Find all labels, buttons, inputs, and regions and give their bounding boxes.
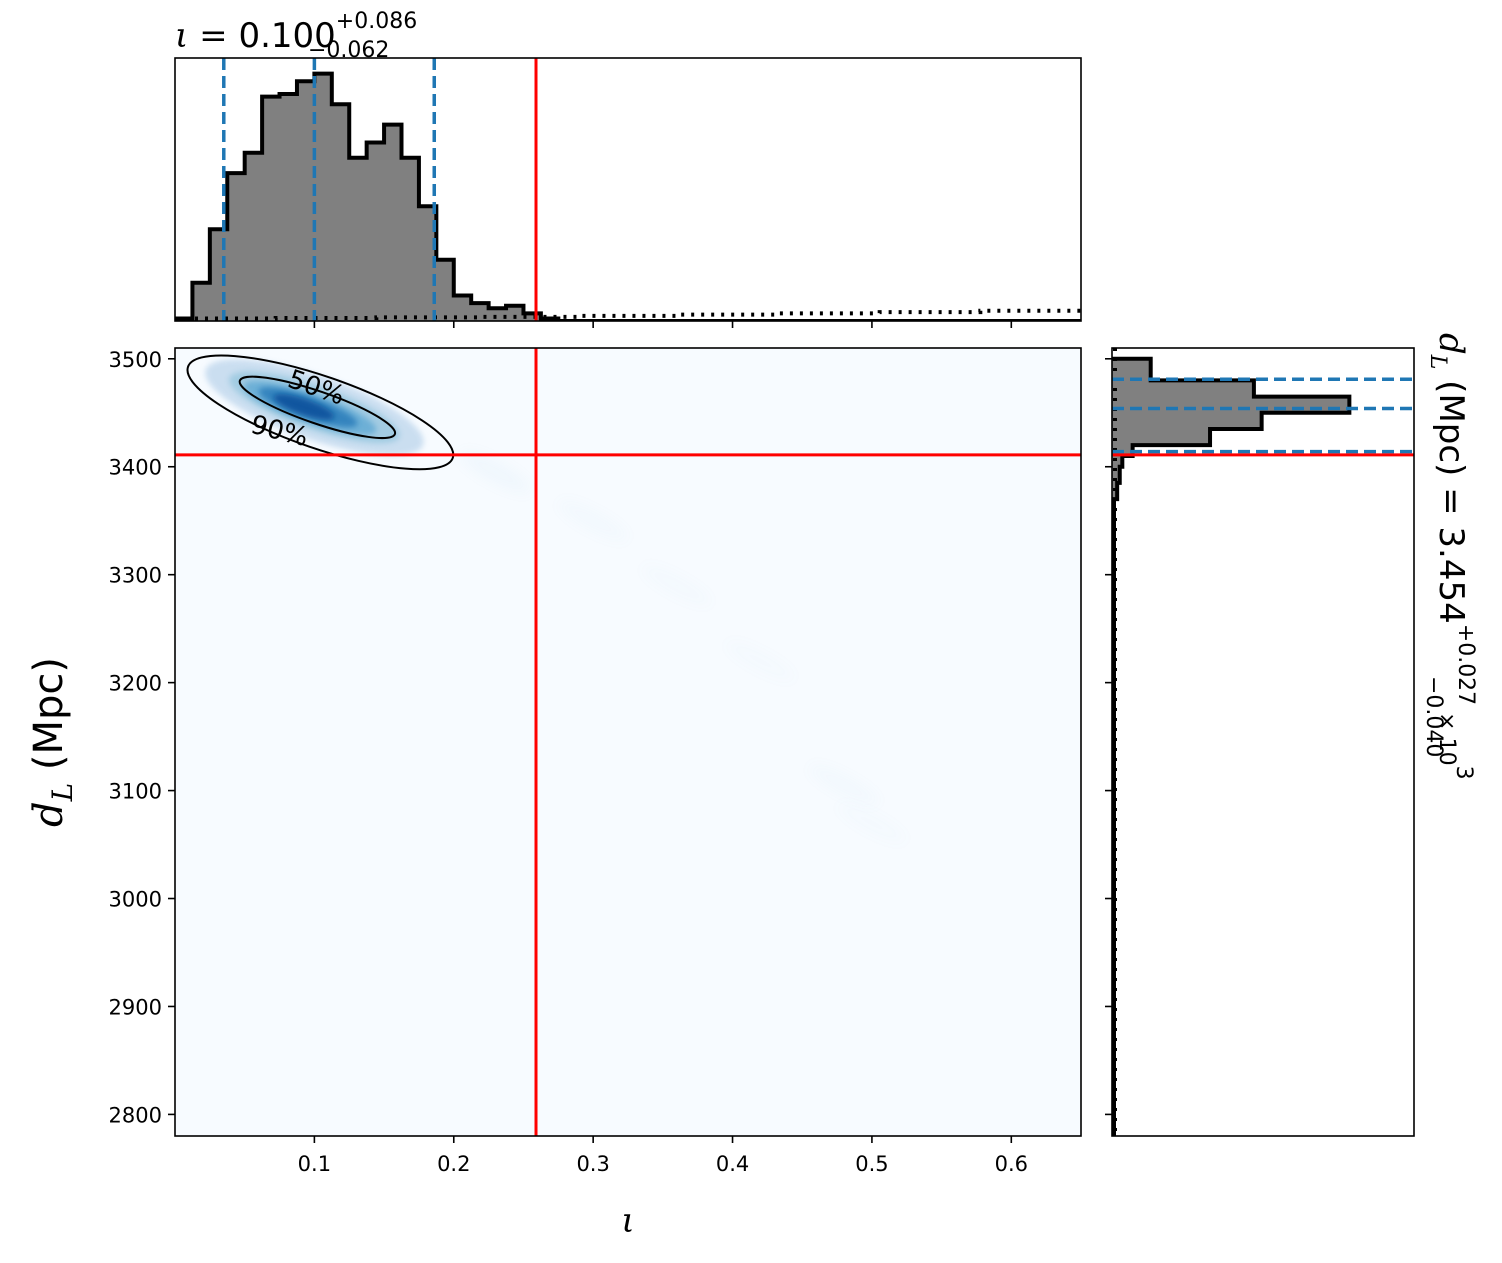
joint-panel: 50%90% 0.1 0.2 0.3 0.4 0.5 0.6 2800 2900 3000 310…: [26, 347, 1082, 1241]
dl-title-subscript: L: [1425, 354, 1450, 370]
iota-histogram-fill: [175, 73, 559, 321]
ytick-label-3: 3000: [109, 888, 162, 912]
svg-text:dL (Mpc): dL (Mpc): [26, 657, 79, 827]
dl-minus-error: −0.040: [1421, 676, 1446, 757]
dl-title-d: d: [1431, 333, 1471, 355]
ylabel-d: d: [26, 801, 72, 827]
svg-text:dL (Mpc) = 3.454+0.027 × 103: dL (Mpc) = 3.454+0.027 × 103: [1425, 333, 1478, 780]
density-tail-1: [459, 451, 532, 493]
dl-title-median: (Mpc) = 3.454: [1431, 369, 1471, 623]
ytick-label-5: 3200: [109, 672, 162, 696]
ytick-label-8: 3500: [109, 348, 162, 372]
xtick-label-3: 0.3: [576, 1152, 609, 1176]
ytick-label-7: 3400: [109, 456, 162, 480]
joint-density-area: 50%90%: [175, 348, 1081, 1136]
dl-histogram-fill: [1112, 358, 1350, 500]
top-panel-frame: [174, 57, 1082, 322]
x-axis-label: ι: [621, 1201, 634, 1241]
ylabel-units: (Mpc): [26, 657, 72, 783]
ytick-label-1: 2800: [109, 1103, 162, 1127]
right-panel-ticks: [1105, 357, 1112, 1116]
right-histogram-area: [1112, 348, 1414, 1136]
right-panel-frame: [1111, 347, 1415, 1137]
y-axis-label: dL (Mpc): [26, 657, 79, 827]
ytick-label-6: 3300: [109, 564, 162, 588]
top-panel-title: ι = 0.100+0.086: [175, 9, 417, 56]
top-panel-ticks: [313, 321, 1013, 328]
joint-background: [175, 348, 1081, 1136]
joint-panel-frame: [174, 347, 1082, 1137]
ytick-label-4: 3100: [109, 780, 162, 804]
dl-title-exponent: 3: [1451, 766, 1476, 780]
xtick-label-2: 0.2: [437, 1152, 470, 1176]
iota-histogram-outline: [175, 71, 1081, 321]
iota-minus-error: −0.062: [308, 38, 389, 63]
dl-histogram-outline: [1112, 356, 1352, 1136]
ytick-label-2: 2900: [109, 995, 162, 1019]
ylabel-subscript: L: [46, 783, 79, 803]
contour-50: [238, 375, 397, 440]
xtick-label-6: 0.6: [995, 1152, 1028, 1176]
xtick-label-5: 0.5: [855, 1152, 888, 1176]
contour-90: [186, 354, 455, 471]
iota-median: 0.100: [238, 16, 335, 56]
iota-plus-error: +0.086: [336, 9, 417, 34]
top-histogram-area: [175, 58, 1081, 321]
density-level-5: [273, 394, 335, 420]
xtick-label-1: 0.1: [298, 1152, 331, 1176]
dl-title-scale: × 10: [1434, 705, 1459, 765]
right-marginal-panel: dL (Mpc) = 3.454+0.027 × 103 −0.040: [1105, 333, 1478, 1137]
iota-title-prefix: ι =: [175, 16, 238, 56]
joint-panel-ticks: 0.1 0.2 0.3 0.4 0.5 0.6 2800 2900 3000 3100 3200 33…: [109, 348, 1028, 1176]
top-marginal-panel: ι = 0.100+0.086 −0.062: [174, 9, 1082, 328]
xtick-label-4: 0.4: [716, 1152, 749, 1176]
dl-plus-error: +0.027: [1453, 624, 1478, 705]
right-panel-title: dL (Mpc) = 3.454+0.027 × 103 −0.040: [1421, 333, 1478, 780]
